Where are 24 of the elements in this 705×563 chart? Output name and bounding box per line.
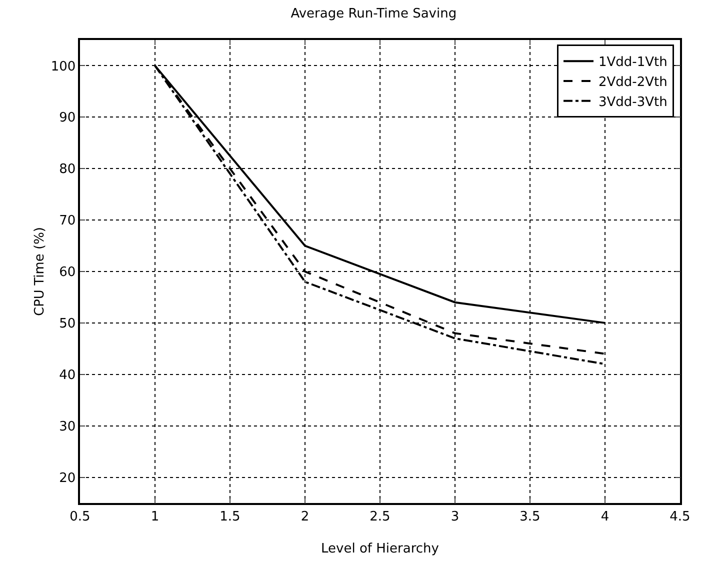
x-tick-label: 2.5 [370, 509, 390, 524]
y-tick-label: 20 [59, 470, 76, 486]
y-tick-label: 70 [59, 214, 76, 229]
x-tick-label: 0.5 [70, 509, 90, 524]
y-tick-label: 90 [59, 110, 76, 126]
y-axis-title: CPU Time (%) [32, 226, 48, 316]
x-tick-label: 1.5 [220, 509, 240, 524]
legend-label: 3Vdd-3Vth [598, 94, 668, 110]
y-tick-label: 80 [59, 162, 76, 178]
y-tick-label: 60 [59, 265, 76, 280]
y-tick-label: 30 [59, 419, 76, 434]
x-tick-label: 3 [450, 509, 460, 524]
x-tick-label: 4.5 [670, 509, 690, 524]
legend-label: 2Vdd-2Vth [598, 75, 668, 90]
x-tick-label: 1 [150, 509, 160, 524]
x-axis-title: Level of Hierarchy [321, 542, 440, 556]
x-tick-label: 3.5 [520, 509, 540, 524]
x-tick-label: 4 [600, 509, 610, 524]
x-tick-label: 2 [300, 509, 310, 524]
y-tick-label: 40 [59, 368, 76, 383]
legend-label: 1Vdd-1Vth [598, 55, 668, 70]
chart-title: Average Run-Time Saving [290, 6, 457, 22]
y-tick-label: 100 [50, 59, 76, 74]
y-tick-label: 50 [59, 316, 76, 332]
